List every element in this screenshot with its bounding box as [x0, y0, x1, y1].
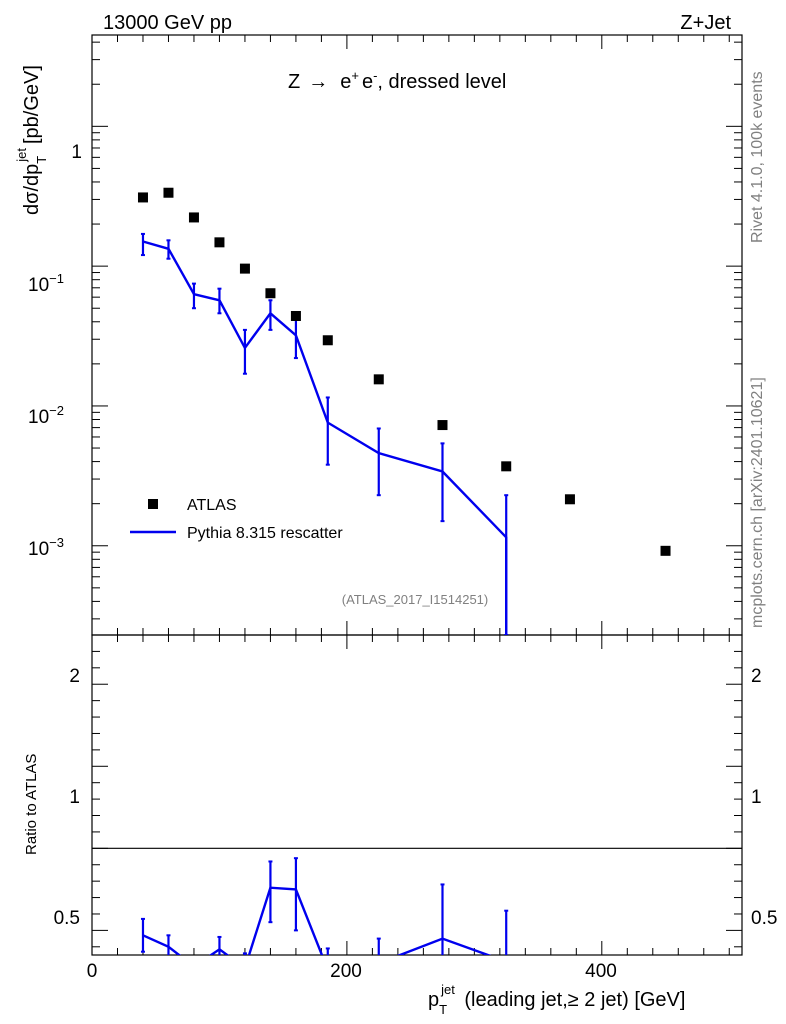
atlas-point: [214, 237, 225, 248]
legend: ATLAS Pythia 8.315 rescatter: [130, 497, 343, 542]
main-y-axis-label: dσ/dpTjet[pb/GeV]: [14, 65, 49, 215]
atlas-point: [322, 335, 333, 346]
ratio-y-tick-label-2-right: 2: [751, 666, 762, 687]
x-axis-label: pTjet (leading jet,≥ 2 jet) [GeV]: [428, 982, 685, 1017]
atlas-point: [290, 310, 301, 321]
header-left: 13000 GeV pp: [103, 12, 232, 34]
atlas-point: [564, 494, 575, 505]
ratio-y-tick-label-0-5-right: 0.5: [751, 908, 777, 929]
atlas-point: [501, 461, 512, 472]
x-tick-label-200: 200: [330, 961, 362, 982]
x-tick-label-0: 0: [87, 961, 98, 982]
plot-title: Z → e+ e-, dressed level: [288, 68, 506, 93]
main-data-layer: [137, 187, 671, 635]
ratio-axis-ticks: [91, 634, 742, 955]
rivet-info: Rivet 4.1.0, 100k events: [749, 71, 766, 243]
x-tick-label-400: 400: [585, 961, 617, 982]
atlas-point: [437, 420, 448, 431]
analysis-watermark: (ATLAS_2017_I1514251): [342, 592, 488, 607]
atlas-point: [239, 263, 250, 274]
header-right: Z+Jet: [680, 12, 731, 34]
y-tick-label-1: 1: [71, 142, 82, 163]
atlas-point: [188, 212, 199, 223]
legend-atlas-marker: [148, 499, 158, 509]
y-tick-label-1e-3: 10−3: [28, 535, 64, 560]
ratio-panel-frame: [91, 634, 743, 956]
ratio-y-axis-label: Ratio to ATLAS: [23, 754, 40, 855]
main-panel-frame: [91, 34, 743, 636]
atlas-point: [163, 187, 174, 198]
main-axis-ticks: [91, 35, 742, 635]
y-tick-label-1e-1: 10−1: [28, 271, 64, 296]
mcplots-info: mcplots.cern.ch [arXiv:2401.10621]: [749, 377, 766, 628]
ratio-y-tick-label-1-right: 1: [751, 787, 762, 808]
atlas-point: [265, 288, 276, 299]
pythia-line: [142, 240, 508, 635]
atlas-point: [137, 192, 148, 203]
atlas-point: [373, 374, 384, 385]
ratio-pythia-line: [142, 886, 492, 955]
ratio-data-layer: [92, 847, 742, 955]
legend-pythia-label: Pythia 8.315 rescatter: [187, 525, 343, 542]
y-tick-label-1e-2: 10−2: [28, 403, 64, 428]
ratio-y-tick-label-1: 1: [69, 787, 80, 808]
ratio-y-tick-label-0-5: 0.5: [54, 908, 80, 929]
legend-atlas-label: ATLAS: [187, 497, 237, 514]
ratio-y-tick-label-2: 2: [69, 666, 80, 687]
atlas-point: [660, 545, 671, 556]
